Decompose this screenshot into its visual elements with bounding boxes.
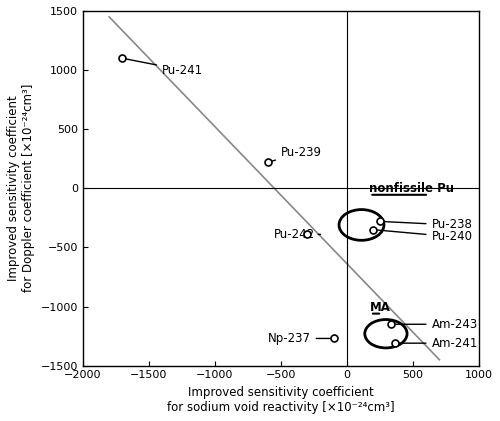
Text: Pu-241: Pu-241 [125,59,203,77]
Y-axis label: Improved sensitivity coefficient
for Doppler coefficient [×10⁻²⁴cm³]: Improved sensitivity coefficient for Dop… [7,84,35,293]
Text: Am-241: Am-241 [398,337,478,350]
Text: Pu-239: Pu-239 [270,147,322,162]
Text: Np-237: Np-237 [268,332,331,345]
Text: Pu-242: Pu-242 [274,228,320,241]
Text: Pu-240: Pu-240 [376,230,472,243]
Text: Pu-238: Pu-238 [383,218,472,232]
Text: Am-243: Am-243 [394,318,477,331]
Text: MA: MA [370,301,391,314]
X-axis label: Improved sensitivity coefficient
for sodium void reactivity [×10⁻²⁴cm³]: Improved sensitivity coefficient for sod… [167,386,394,414]
Text: nonfissile Pu: nonfissile Pu [370,182,454,195]
